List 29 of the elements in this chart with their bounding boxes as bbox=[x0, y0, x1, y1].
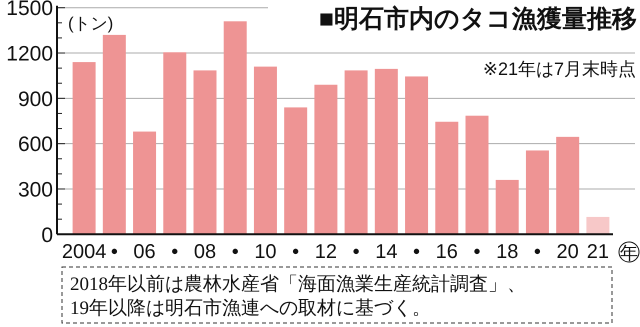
x-tick-label: • bbox=[110, 241, 118, 263]
y-tick-label: 600 bbox=[18, 133, 53, 156]
x-tick-label: 12 bbox=[314, 241, 338, 263]
x-tick-label: • bbox=[413, 241, 420, 263]
x-tick-label: 10 bbox=[254, 241, 277, 263]
y-tick-label: 1200 bbox=[6, 42, 53, 66]
x-axis-title: 年 bbox=[620, 243, 638, 263]
x-tick-label: 20 bbox=[556, 241, 579, 263]
x-tick-label: • bbox=[352, 241, 360, 263]
chart-title: ■明石市内のタコ漁獲量推移 bbox=[318, 5, 637, 33]
x-tick-label: 2004 bbox=[62, 241, 106, 263]
y-axis-title: (トン) bbox=[68, 14, 114, 33]
x-tick-label: 06 bbox=[133, 241, 156, 263]
x-tick-label: • bbox=[534, 241, 541, 263]
annotation: ※21年は7月末時点 bbox=[482, 59, 636, 79]
x-tick-label: • bbox=[292, 241, 300, 263]
x-tick-label: 21 bbox=[586, 241, 610, 263]
x-tick-label: 16 bbox=[436, 241, 458, 263]
x-tick-label: • bbox=[171, 241, 178, 263]
x-tick-label: 08 bbox=[194, 241, 216, 263]
y-tick-label: 0 bbox=[41, 224, 53, 247]
y-tick-label: 900 bbox=[18, 88, 53, 111]
y-tick-label: 1500 bbox=[6, 0, 53, 20]
text: 2018年以前は農林水産省「海面漁業生産統計調査」、 19年以降は明石市漁連への取材に基づく。 bbox=[70, 273, 526, 319]
x-tick-label: 18 bbox=[496, 241, 518, 263]
x-tick-label: • bbox=[473, 241, 481, 263]
y-tick-label: 300 bbox=[18, 178, 53, 202]
x-tick-label: 14 bbox=[375, 241, 398, 263]
x-tick-label: • bbox=[232, 241, 239, 263]
